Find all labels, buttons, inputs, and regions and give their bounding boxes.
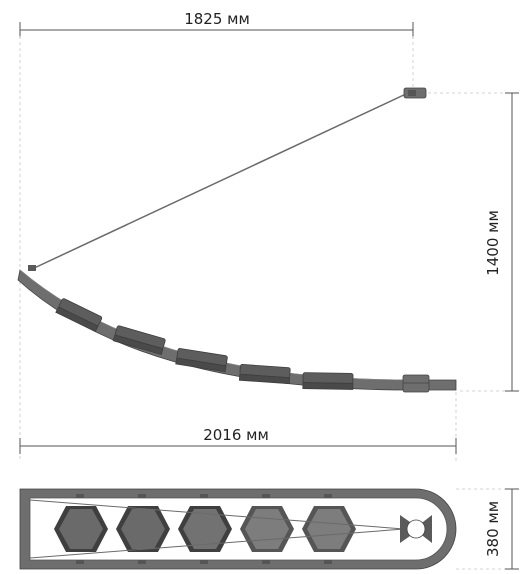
dim-text-top-width: 1825 мм xyxy=(184,10,250,28)
plan-tie-rods xyxy=(29,499,405,559)
dimension-height: 1400 мм xyxy=(484,92,519,392)
hex-panel-1 xyxy=(54,506,108,552)
dimension-bottom-width: 2016 мм xyxy=(19,426,457,454)
plan-anchor-hub xyxy=(400,515,432,543)
plan-view xyxy=(19,488,457,570)
plan-hex-panels xyxy=(54,506,356,552)
side-panels xyxy=(55,298,354,390)
anchor-hole xyxy=(406,519,426,539)
hex-panel-5 xyxy=(302,506,356,552)
side-panel-4 xyxy=(238,364,291,385)
wall-bracket-top-inner xyxy=(408,90,416,96)
dim-text-bottom-width: 2016 мм xyxy=(203,426,269,444)
side-panel-3 xyxy=(175,348,228,373)
hex-panel-2 xyxy=(116,506,170,552)
side-panel-1 xyxy=(55,298,103,333)
dim-text-depth: 380 мм xyxy=(484,501,502,557)
beam-tip-bracket xyxy=(28,265,36,271)
dimension-depth: 380 мм xyxy=(484,488,519,570)
tie-rod xyxy=(29,92,409,271)
side-panel-2 xyxy=(112,325,166,355)
hex-panel-3 xyxy=(178,506,232,552)
side-panel-5 xyxy=(302,372,354,390)
dim-text-height: 1400 мм xyxy=(484,210,502,276)
wall-bracket-bottom xyxy=(402,374,430,393)
curved-beam xyxy=(17,269,457,391)
plan-clips xyxy=(76,494,332,564)
dimension-top-width: 1825 мм xyxy=(19,10,414,38)
side-view xyxy=(17,87,457,393)
